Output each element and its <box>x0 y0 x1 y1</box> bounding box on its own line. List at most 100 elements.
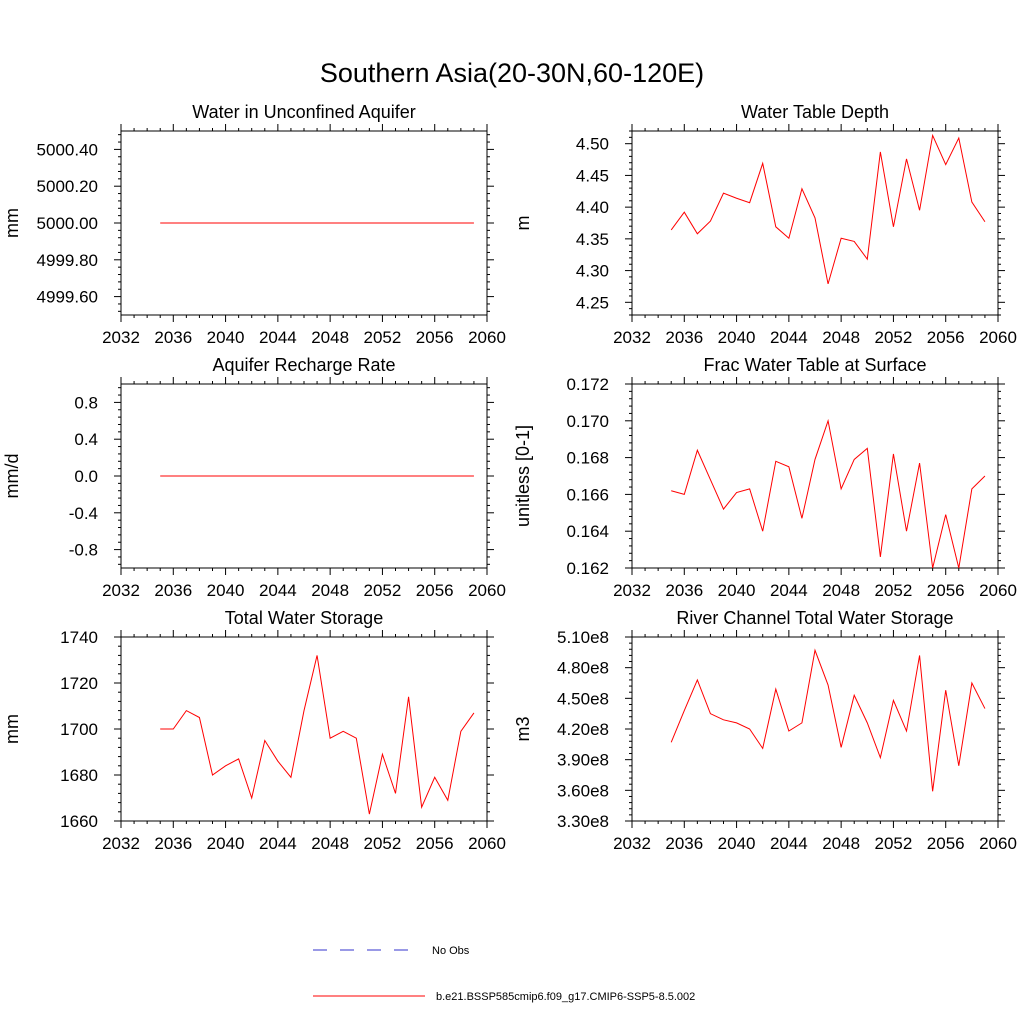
panel-title: Aquifer Recharge Rate <box>212 355 395 375</box>
x-tick-label: 2032 <box>102 581 140 600</box>
x-tick-label: 2036 <box>154 328 192 347</box>
x-tick-label: 2036 <box>154 834 192 853</box>
y-tick-label: 5000.00 <box>37 214 98 233</box>
y-tick-label: -0.8 <box>69 541 98 560</box>
x-tick-label: 2056 <box>927 328 965 347</box>
y-tick-label: 0.164 <box>566 522 609 541</box>
y-tick-label: 0.170 <box>566 412 609 431</box>
series-line <box>160 655 475 815</box>
x-tick-label: 2044 <box>770 581 808 600</box>
y-tick-label: 4999.60 <box>37 288 98 307</box>
x-tick-label: 2060 <box>979 834 1017 853</box>
panel-4: Frac Water Table at Surface unitless [0-1… <box>513 355 1017 600</box>
x-tick-label: 2032 <box>102 328 140 347</box>
x-tick-label: 2032 <box>102 834 140 853</box>
y-tick-label: 4.40 <box>576 198 609 217</box>
y-tick-label: 0.162 <box>566 559 609 578</box>
x-tick-label: 2040 <box>207 328 245 347</box>
y-tick-label: 1700 <box>60 720 98 739</box>
panels: Water in Unconfined Aquifer mm 2032 2036 204… <box>2 102 1017 853</box>
panel-title: Water in Unconfined Aquifer <box>192 102 415 122</box>
panel-2: Water Table Depth m 2032 2036 2040 2044 2048 20… <box>513 102 1017 347</box>
y-tick-label: 4.50 <box>576 135 609 154</box>
y-tick-label: 5.10e8 <box>557 628 609 647</box>
x-tick-label: 2048 <box>311 834 349 853</box>
y-tick-label: -0.4 <box>69 504 98 523</box>
panel-6: River Channel Total Water Storage m3 2032 2… <box>513 608 1017 853</box>
x-tick-label: 2044 <box>259 328 297 347</box>
x-tick-label: 2048 <box>822 581 860 600</box>
x-tick-label: 2044 <box>770 328 808 347</box>
x-tick-label: 2048 <box>822 834 860 853</box>
x-tick-label: 2060 <box>979 328 1017 347</box>
x-tick-label: 2036 <box>665 834 703 853</box>
x-tick-label: 2052 <box>364 834 402 853</box>
y-tick-label: 4.80e8 <box>557 659 609 678</box>
x-tick-label: 2052 <box>875 581 913 600</box>
y-tick-label: 0.8 <box>74 393 98 412</box>
x-tick-label: 2056 <box>416 834 454 853</box>
x-tick-label: 2060 <box>979 581 1017 600</box>
y-tick-label: 1720 <box>60 674 98 693</box>
x-tick-label: 2036 <box>665 328 703 347</box>
y-tick-label: 0.166 <box>566 485 609 504</box>
panel-5: Total Water Storage mm 2032 2036 2040 2044 204… <box>2 608 506 853</box>
x-tick-label: 2048 <box>822 328 860 347</box>
x-tick-label: 2056 <box>927 834 965 853</box>
y-tick-label: 4999.80 <box>37 251 98 270</box>
y-axis-label: mm <box>2 208 22 238</box>
plot-frame <box>631 636 999 822</box>
x-tick-label: 2032 <box>613 834 651 853</box>
x-tick-label: 2044 <box>770 834 808 853</box>
y-tick-label: 4.50e8 <box>557 689 609 708</box>
series-line <box>670 133 986 285</box>
legend-label: No Obs <box>432 945 470 957</box>
y-tick-label: 4.30 <box>576 262 609 281</box>
panel-title: River Channel Total Water Storage <box>676 608 953 628</box>
x-tick-label: 2060 <box>468 834 506 853</box>
series-line <box>670 648 986 792</box>
x-tick-label: 2056 <box>416 328 454 347</box>
figure-title: Southern Asia(20-30N,60-120E) <box>320 58 704 88</box>
y-tick-label: 3.60e8 <box>557 781 609 800</box>
y-axis-label: m <box>513 216 533 231</box>
panel-title: Frac Water Table at Surface <box>703 355 926 375</box>
y-tick-label: 0.4 <box>74 430 98 449</box>
y-tick-label: 3.30e8 <box>557 812 609 831</box>
y-tick-label: 0.168 <box>566 449 609 468</box>
x-tick-label: 2040 <box>207 834 245 853</box>
panel-title: Water Table Depth <box>741 102 889 122</box>
x-tick-label: 2048 <box>311 581 349 600</box>
y-tick-label: 4.45 <box>576 166 609 185</box>
plot-frame <box>120 636 488 822</box>
x-tick-label: 2056 <box>927 581 965 600</box>
x-tick-label: 2040 <box>718 834 756 853</box>
y-tick-label: 0.172 <box>566 375 609 394</box>
x-tick-label: 2060 <box>468 581 506 600</box>
x-tick-label: 2044 <box>259 834 297 853</box>
y-tick-label: 0.0 <box>74 467 98 486</box>
panel-3: Aquifer Recharge Rate mm/d 2032 2036 2040 204… <box>2 355 506 600</box>
series-line <box>671 418 986 569</box>
y-axis-label: mm <box>2 714 22 744</box>
y-tick-label: 5000.20 <box>37 177 98 196</box>
legend-label: b.e21.BSSP585cmip6.f09_g17.CMIP6-SSP5-8.… <box>436 991 695 1003</box>
x-tick-label: 2060 <box>468 328 506 347</box>
x-tick-label: 2052 <box>875 328 913 347</box>
x-tick-label: 2040 <box>718 328 756 347</box>
x-tick-label: 2052 <box>364 328 402 347</box>
x-tick-label: 2040 <box>718 581 756 600</box>
panel-title: Total Water Storage <box>225 608 383 628</box>
y-tick-label: 3.90e8 <box>557 751 609 770</box>
y-axis-label: m3 <box>513 716 533 741</box>
panel-1: Water in Unconfined Aquifer mm 2032 2036 204… <box>2 102 506 347</box>
y-tick-label: 1740 <box>60 628 98 647</box>
x-tick-label: 2052 <box>364 581 402 600</box>
x-tick-label: 2036 <box>665 581 703 600</box>
y-axis-label: mm/d <box>2 454 22 499</box>
y-tick-label: 4.25 <box>576 293 609 312</box>
y-tick-label: 5000.40 <box>37 140 98 159</box>
x-tick-label: 2052 <box>875 834 913 853</box>
x-tick-label: 2032 <box>613 328 651 347</box>
